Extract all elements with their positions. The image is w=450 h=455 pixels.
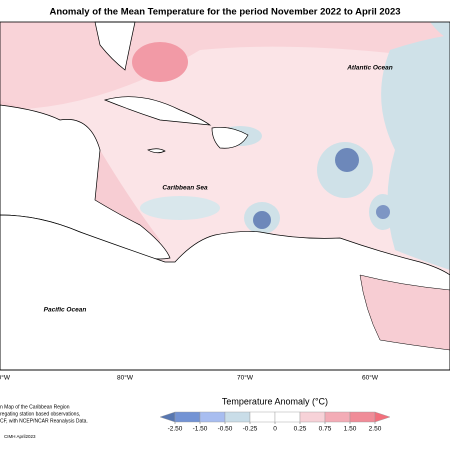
florida — [94, 21, 136, 71]
cuba — [103, 96, 212, 126]
colorbar-arrow — [374, 411, 391, 423]
colorbar-segment — [299, 411, 326, 423]
anomaly-area — [140, 196, 220, 220]
anomaly-area — [376, 205, 390, 219]
colorbar-segment — [174, 411, 201, 423]
colorbar-tick-label: -1.50 — [193, 426, 208, 433]
footer-line: regating station based observations, — [0, 411, 80, 417]
colorbar-tick-label: 1.50 — [344, 426, 357, 433]
colorbar-segment — [274, 411, 301, 423]
anomaly-area — [359, 274, 450, 351]
longitude-label: 60°W — [362, 374, 379, 382]
footer-line: n Map of the Caribbean Region — [0, 404, 70, 410]
colorbar-segment — [249, 411, 276, 423]
ocean-label: Pacific Ocean — [44, 307, 87, 314]
longitude-label: 80°W — [117, 374, 134, 382]
colorbar-segment — [324, 411, 351, 423]
south-america-pacific — [0, 214, 450, 371]
land — [0, 21, 450, 371]
legend-title: Temperature Anomaly (°C) — [222, 396, 328, 406]
hispaniola — [211, 126, 249, 149]
sea-label: Caribbean Sea — [162, 185, 208, 192]
colorbar-tick-label: -0.25 — [243, 426, 258, 433]
map: Atlantic Ocean Caribbean Sea Pacific Oce… — [0, 21, 450, 371]
ocean-label: Atlantic Ocean — [346, 65, 393, 72]
title: Anomaly of the Mean Temperature for the … — [49, 7, 400, 18]
colorbar-tick-label: -0.50 — [218, 426, 233, 433]
colorbar-tick-label: 0 — [273, 426, 277, 433]
colorbar-arrow — [159, 411, 176, 423]
anomaly-area — [430, 22, 450, 40]
colorbar-segment — [224, 411, 251, 423]
colorbar-tick-label: -2.50 — [168, 426, 183, 433]
colorbar-segment — [349, 411, 376, 423]
legend: -2.50 -1.50 -0.50 -0.25 0 0.25 0.75 1.50 2.50 — [159, 411, 391, 433]
colorbar-tick-label: 2.50 — [369, 426, 382, 433]
colorbar-tick-label: 0.75 — [319, 426, 332, 433]
anomaly-area — [335, 148, 359, 172]
map-frame — [0, 21, 450, 371]
footer-line: CF, with NCEP/NCAR Reanalysis Data. — [0, 418, 88, 424]
anomaly-area — [132, 42, 188, 82]
colorbar-tick-label: 0.25 — [294, 426, 307, 433]
anomaly-area — [381, 35, 450, 270]
credit: CIMH April2023 — [4, 434, 36, 439]
longitude-label: 70°W — [237, 374, 254, 382]
colorbar-segment — [199, 411, 226, 423]
jamaica — [147, 148, 166, 154]
anomaly-area — [253, 211, 271, 229]
longitude-label: 90°W — [0, 374, 11, 382]
